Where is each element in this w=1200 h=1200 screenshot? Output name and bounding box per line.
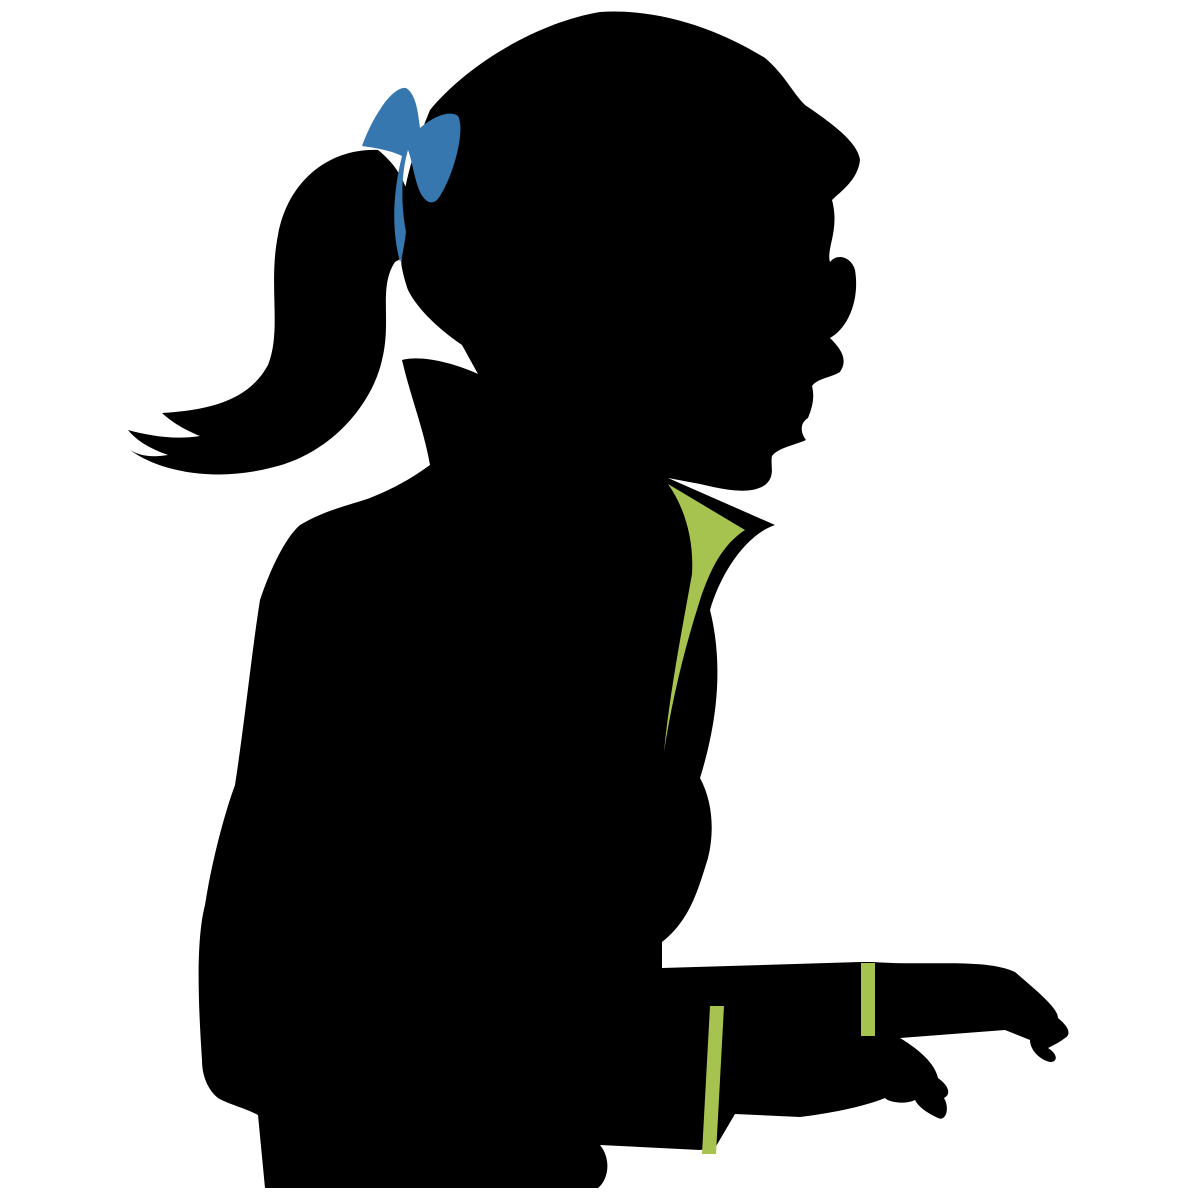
collar-lining (664, 484, 745, 752)
ponytail (128, 149, 411, 475)
wristband (861, 963, 875, 1036)
sleeve-cuff-stripe (702, 1006, 724, 1154)
body-silhouette (198, 11, 1069, 1188)
hair-bow (362, 87, 461, 263)
